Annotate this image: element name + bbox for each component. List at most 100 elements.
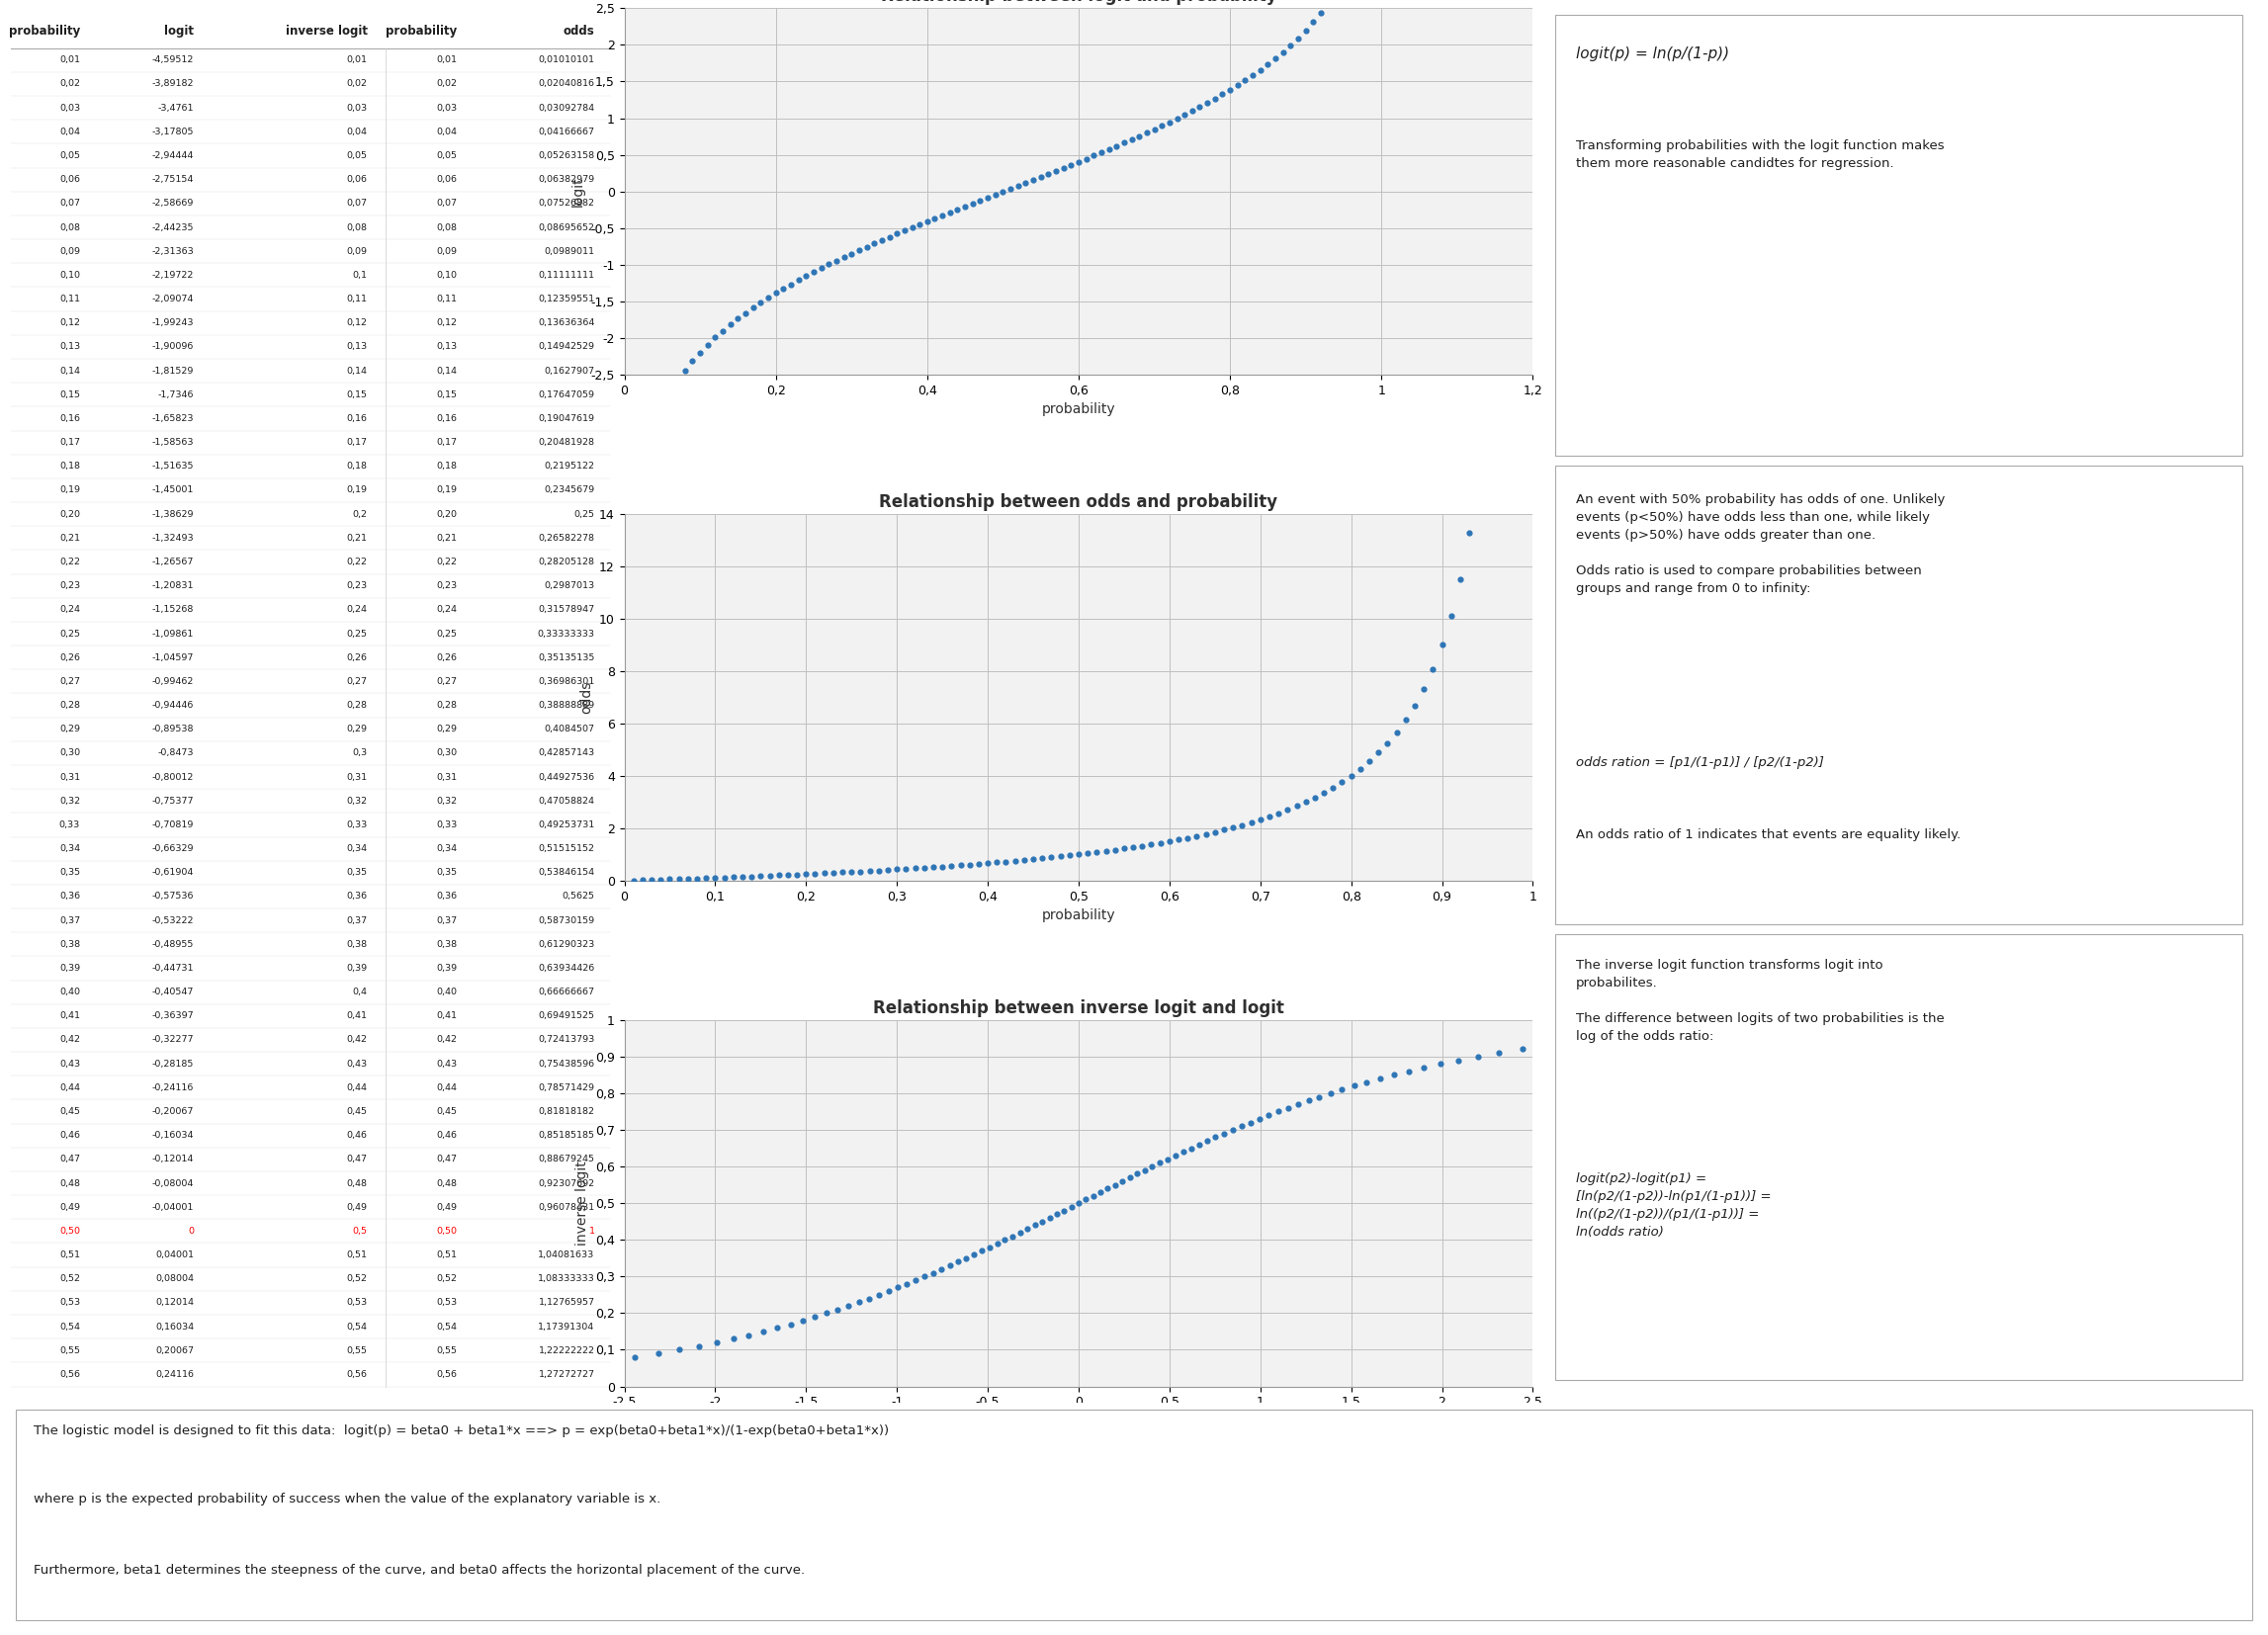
Point: [943, 852, 980, 878]
Point: [1161, 827, 1198, 853]
Text: 0,15: 0,15: [435, 391, 458, 399]
Text: 0,44: 0,44: [59, 1084, 79, 1092]
Point: [1098, 1172, 1134, 1198]
Point: [483, 1359, 519, 1385]
Text: 0,04001: 0,04001: [154, 1251, 193, 1259]
Text: -1,58563: -1,58563: [152, 438, 193, 446]
Point: [955, 190, 991, 216]
Text: 0,12: 0,12: [59, 319, 79, 327]
Text: 0,51: 0,51: [59, 1251, 79, 1259]
Point: [1241, 1105, 1277, 1131]
Text: -1,20831: -1,20831: [152, 582, 193, 590]
Point: [1266, 39, 1302, 65]
Point: [1692, 1019, 1728, 1045]
Point: [932, 853, 968, 880]
Point: [1361, 739, 1397, 765]
Text: 0,44: 0,44: [435, 1084, 458, 1092]
Text: 0,0989011: 0,0989011: [544, 247, 594, 255]
Text: 0,51: 0,51: [435, 1251, 458, 1259]
Text: 0,53846154: 0,53846154: [538, 868, 594, 876]
Point: [1220, 72, 1256, 98]
Point: [1143, 113, 1179, 139]
Text: 0,13: 0,13: [435, 342, 458, 352]
Point: [1068, 1187, 1105, 1213]
Point: [826, 244, 862, 270]
Text: 0,05: 0,05: [435, 150, 458, 160]
Text: 0,18: 0,18: [435, 463, 458, 471]
Text: -0,70819: -0,70819: [152, 821, 193, 829]
Point: [1023, 164, 1059, 190]
Text: 0,16: 0,16: [435, 414, 458, 423]
Text: 0,4084507: 0,4084507: [544, 724, 594, 734]
Point: [980, 1231, 1016, 1257]
Text: 0,19: 0,19: [347, 486, 367, 495]
Text: 0,58730159: 0,58730159: [538, 916, 594, 925]
Text: 0,42: 0,42: [59, 1035, 79, 1045]
Text: -0,66329: -0,66329: [152, 844, 193, 853]
Text: 0,34: 0,34: [347, 844, 367, 853]
Text: 0,40: 0,40: [435, 988, 458, 997]
Point: [1000, 173, 1036, 199]
Text: 0,40: 0,40: [59, 988, 79, 997]
Text: 0: 0: [188, 1226, 193, 1236]
Text: 0,05263158: 0,05263158: [538, 150, 594, 160]
Text: Transforming probabilities with the logit function makes
them more reasonable ca: Transforming probabilities with the logi…: [1576, 139, 1944, 170]
Text: 0,30: 0,30: [435, 749, 458, 757]
Point: [850, 858, 887, 885]
Point: [1234, 809, 1270, 835]
Point: [1252, 803, 1288, 829]
Point: [1390, 1058, 1427, 1084]
Text: 0,16: 0,16: [347, 414, 367, 423]
Text: 0,37: 0,37: [59, 916, 79, 925]
Point: [1007, 847, 1043, 873]
Point: [1107, 129, 1143, 155]
Point: [699, 1329, 735, 1355]
Text: 0,17647059: 0,17647059: [538, 391, 594, 399]
Text: 0,36: 0,36: [347, 893, 367, 901]
Point: [1302, 0, 1338, 26]
Point: [1032, 1205, 1068, 1231]
Point: [660, 867, 696, 893]
Text: 0,25: 0,25: [347, 629, 367, 638]
Point: [1207, 816, 1243, 842]
Point: [1232, 1110, 1268, 1136]
Text: 0,20481928: 0,20481928: [538, 438, 594, 446]
Text: probability: probability: [386, 25, 458, 38]
Text: 0,55: 0,55: [59, 1346, 79, 1355]
Point: [696, 865, 733, 891]
Point: [1118, 1161, 1154, 1187]
Point: [1594, 1025, 1631, 1051]
Text: 0,92307692: 0,92307692: [538, 1179, 594, 1187]
Title: Relationship between logit and probability: Relationship between logit and probabili…: [880, 0, 1277, 5]
Point: [560, 1352, 596, 1378]
Text: 0,4: 0,4: [352, 988, 367, 997]
Point: [1406, 1055, 1442, 1081]
Point: [751, 284, 787, 311]
Text: -0,53222: -0,53222: [152, 916, 193, 925]
Point: [1114, 126, 1150, 152]
Point: [1016, 1212, 1052, 1238]
Text: 0,55: 0,55: [347, 1346, 367, 1355]
Text: 0,26582278: 0,26582278: [538, 533, 594, 543]
Point: [1488, 21, 1524, 47]
Text: 0,29: 0,29: [435, 724, 458, 734]
Point: [1243, 806, 1279, 832]
Point: [640, 1341, 676, 1367]
Point: [1198, 1125, 1234, 1151]
Text: 0,21: 0,21: [435, 533, 458, 543]
Point: [1270, 796, 1306, 822]
Point: [1098, 132, 1134, 159]
Point: [971, 1234, 1007, 1261]
Point: [615, 515, 651, 541]
Text: 0,2: 0,2: [352, 510, 367, 518]
Text: 0,36: 0,36: [59, 893, 79, 901]
Text: 0,29: 0,29: [347, 724, 367, 734]
Text: 0,46: 0,46: [59, 1131, 79, 1140]
Text: -1,65823: -1,65823: [152, 414, 193, 423]
Text: -0,99462: -0,99462: [152, 677, 193, 687]
Text: logit: logit: [163, 25, 193, 38]
Text: 0,24116: 0,24116: [154, 1370, 193, 1378]
Text: 0,20067: 0,20067: [154, 1346, 193, 1355]
Text: -1,38629: -1,38629: [152, 510, 193, 518]
Text: 0,78571429: 0,78571429: [538, 1084, 594, 1092]
